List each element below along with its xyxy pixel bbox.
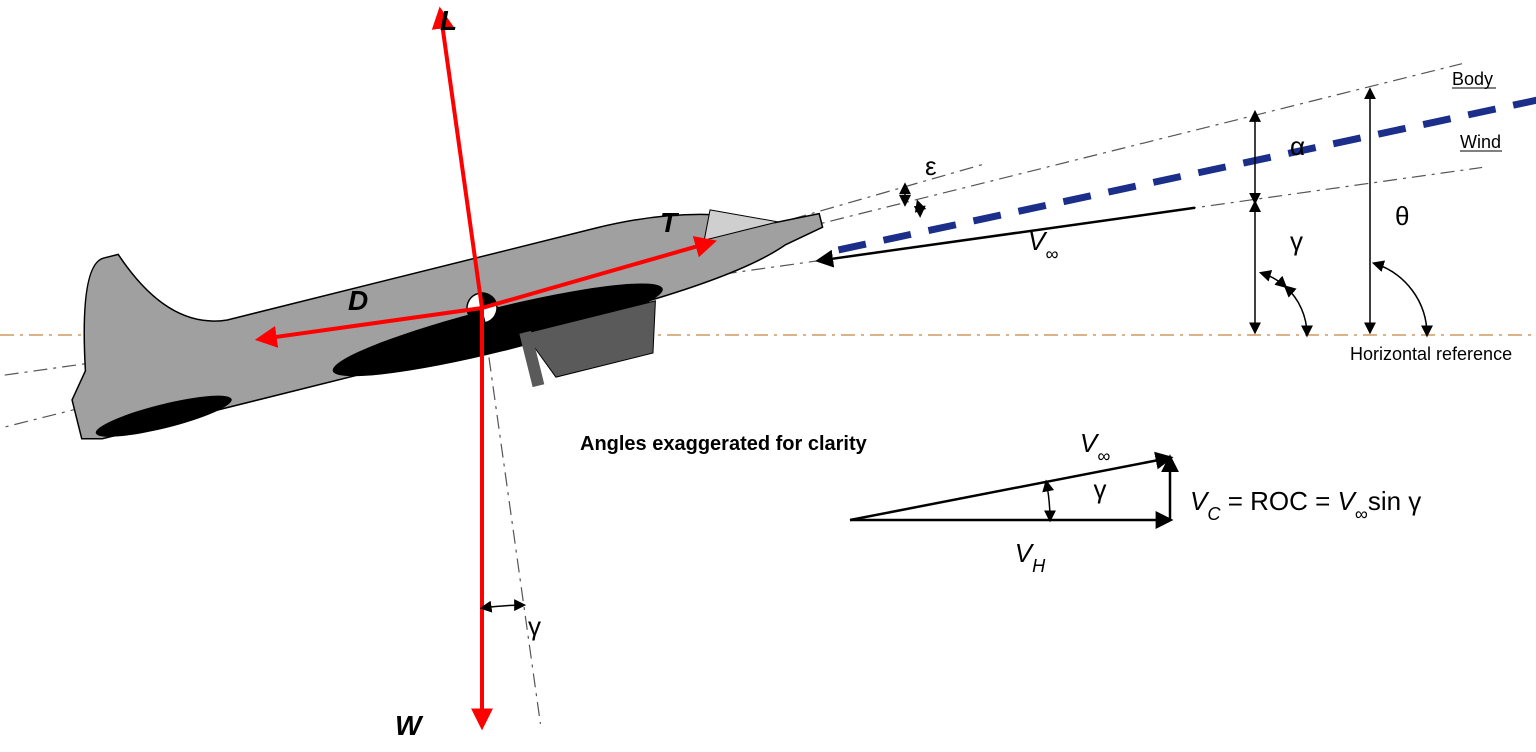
gamma-arc <box>1285 287 1307 335</box>
gamma-bottom-label: γ <box>528 611 541 641</box>
epsilon-label: ε <box>925 151 937 181</box>
vinf-arrow <box>819 208 1195 261</box>
gamma-label: γ <box>1290 226 1303 256</box>
wind-perp-line <box>489 358 540 724</box>
thrust-label: T <box>660 207 680 238</box>
weight-label: W <box>395 710 424 741</box>
theta-label: θ <box>1395 201 1409 231</box>
horizon-label: Horizontal reference <box>1350 344 1512 364</box>
vinf-label: V∞ <box>1028 226 1058 264</box>
alpha-arc <box>1261 273 1285 287</box>
gamma-bottom-arc <box>482 605 524 608</box>
note-label: Angles exaggerated for clarity <box>580 433 868 455</box>
vinf-tri-label: V∞ <box>1080 428 1110 466</box>
body-axis-label: Body <box>1452 69 1493 89</box>
gamma-tri-arc <box>1046 482 1050 520</box>
gamma-tri-label: γ <box>1094 474 1107 504</box>
vinf-tri-vector <box>850 458 1170 520</box>
drag-label: D <box>348 285 368 316</box>
vh-label: VH <box>1015 538 1046 576</box>
theta-arc <box>1374 263 1427 335</box>
alpha-label: α <box>1290 131 1305 161</box>
climb-diagram: L W T Dα γ θ ε γ Body Wind Horizontal reference V∞ A… <box>0 0 1536 752</box>
lift-label: L <box>440 5 457 36</box>
velocity-vector <box>838 76 1536 250</box>
epsilon-arc <box>918 202 920 216</box>
wind-axis-label: Wind <box>1460 132 1501 152</box>
vc-roc-label: VC = ROC = V∞sin γ <box>1190 486 1421 524</box>
